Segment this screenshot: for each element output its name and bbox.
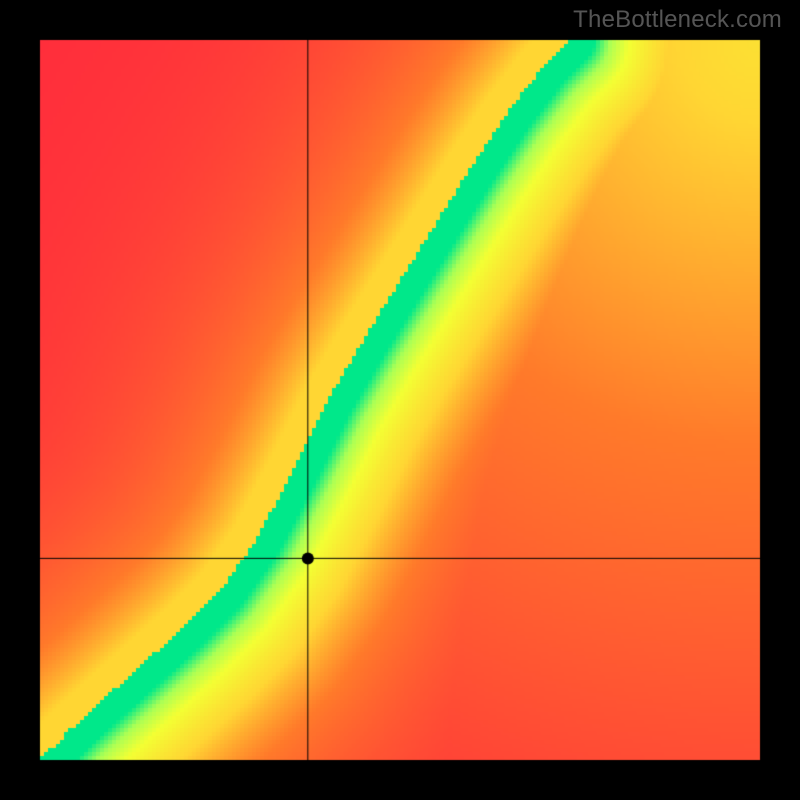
bottleneck-heatmap [0, 0, 800, 800]
watermark-text: TheBottleneck.com [573, 6, 782, 34]
